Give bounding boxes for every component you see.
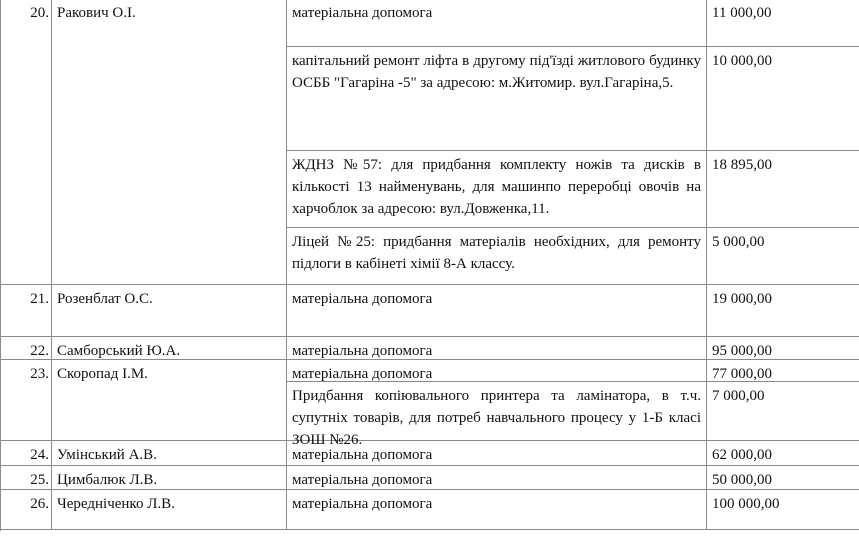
purpose-cell: матеріальна допомога bbox=[287, 490, 707, 530]
purpose-cell-text: ЖДНЗ №57: для придбання комплекту ножів … bbox=[292, 157, 701, 217]
row-number: 23. bbox=[0, 360, 52, 441]
row-number-text: 20. bbox=[30, 5, 49, 21]
purpose-cell: матеріальна допомога bbox=[287, 0, 707, 47]
amount-cell: 5 000,00 bbox=[707, 228, 859, 285]
recipient-name-text: Скоропад І.М. bbox=[57, 366, 148, 382]
amount-cell: 7 000,00 bbox=[707, 382, 859, 441]
amount-cell-text: 18 895,00 bbox=[712, 157, 772, 173]
amount-cell: 10 000,00 bbox=[707, 47, 859, 151]
amount-cell: 19 000,00 bbox=[707, 285, 859, 337]
purpose-cell: ЖДНЗ №57: для придбання комплекту ножів … bbox=[287, 151, 707, 228]
amount-cell-text: 100 000,00 bbox=[712, 496, 780, 512]
recipient-name: Умінський А.В. bbox=[52, 441, 287, 466]
purpose-cell: Придбання копіювального принтера та ламі… bbox=[287, 382, 707, 448]
purpose-cell: матеріальна допомога bbox=[287, 466, 707, 490]
amount-cell: 18 895,00 bbox=[707, 151, 859, 228]
purpose-cell-text: матеріальна допомога bbox=[292, 291, 433, 307]
recipient-name: Ракович О.І. bbox=[52, 0, 287, 285]
purpose-cell: Ліцей №25: придбання матеріалів необхідн… bbox=[287, 228, 707, 285]
amount-cell: 11 000,00 bbox=[707, 0, 859, 47]
recipient-name-text: Ракович О.І. bbox=[57, 5, 136, 21]
purpose-cell: матеріальна допомога bbox=[287, 337, 707, 360]
amount-cell-text: 11 000,00 bbox=[712, 5, 772, 21]
row-number: 25. bbox=[0, 466, 52, 490]
amount-cell: 100 000,00 bbox=[707, 490, 859, 530]
recipient-name-text: Самборський Ю.А. bbox=[57, 343, 181, 359]
amount-cell-text: 77 000,00 bbox=[712, 366, 772, 382]
row-number-text: 25. bbox=[30, 472, 49, 488]
amount-cell: 50 000,00 bbox=[707, 466, 859, 490]
recipient-name: Скоропад І.М. bbox=[52, 360, 287, 441]
row-number-text: 23. bbox=[30, 366, 49, 382]
amount-cell: 62 000,00 bbox=[707, 441, 859, 466]
purpose-cell-text: матеріальна допомога bbox=[292, 472, 433, 488]
row-number: 21. bbox=[0, 285, 52, 337]
purpose-cell: матеріальна допомога bbox=[287, 285, 707, 337]
row-number-text: 24. bbox=[30, 447, 49, 463]
amount-cell-text: 7 000,00 bbox=[712, 388, 765, 404]
row-number: 24. bbox=[0, 441, 52, 466]
purpose-cell-text: капітальний ремонт ліфта в другому під'ї… bbox=[292, 53, 701, 91]
purpose-cell-text: Придбання копіювального принтера та ламі… bbox=[292, 388, 701, 448]
purpose-cell-text: матеріальна допомога bbox=[292, 5, 433, 21]
row-number-text: 21. bbox=[30, 291, 49, 307]
amount-cell-text: 95 000,00 bbox=[712, 343, 772, 359]
recipient-name-text: Чередніченко Л.В. bbox=[57, 496, 175, 512]
recipient-name-text: Розенблат О.С. bbox=[57, 291, 153, 307]
purpose-cell: матеріальна допомога bbox=[287, 360, 707, 382]
row-number: 20. bbox=[0, 0, 52, 285]
amount-cell-text: 62 000,00 bbox=[712, 447, 772, 463]
recipient-name: Самборський Ю.А. bbox=[52, 337, 287, 360]
purpose-cell-text: Ліцей №25: придбання матеріалів необхідн… bbox=[292, 234, 701, 272]
purpose-cell: капітальний ремонт ліфта в другому під'ї… bbox=[287, 47, 707, 151]
row-number-text: 22. bbox=[30, 343, 49, 359]
purpose-cell-text: матеріальна допомога bbox=[292, 447, 433, 463]
purpose-cell-text: матеріальна допомога bbox=[292, 496, 433, 512]
row-number: 26. bbox=[0, 490, 52, 530]
row-number: 22. bbox=[0, 337, 52, 360]
amount-cell-text: 19 000,00 bbox=[712, 291, 772, 307]
recipient-name-text: Умінський А.В. bbox=[57, 447, 157, 463]
table-left-border bbox=[0, 0, 1, 531]
purpose-cell: матеріальна допомога bbox=[287, 441, 707, 466]
amount-cell-text: 50 000,00 bbox=[712, 472, 772, 488]
recipient-name-text: Цимбалюк Л.В. bbox=[57, 472, 158, 488]
recipient-name: Розенблат О.С. bbox=[52, 285, 287, 337]
purpose-cell-text: матеріальна допомога bbox=[292, 343, 433, 359]
recipient-name: Цимбалюк Л.В. bbox=[52, 466, 287, 490]
recipient-name: Чередніченко Л.В. bbox=[52, 490, 287, 530]
row-number-text: 26. bbox=[30, 496, 49, 512]
amount-cell: 77 000,00 bbox=[707, 360, 859, 382]
amount-cell: 95 000,00 bbox=[707, 337, 859, 360]
purpose-cell-text: матеріальна допомога bbox=[292, 366, 433, 382]
amount-cell-text: 10 000,00 bbox=[712, 53, 772, 69]
amount-cell-text: 5 000,00 bbox=[712, 234, 765, 250]
